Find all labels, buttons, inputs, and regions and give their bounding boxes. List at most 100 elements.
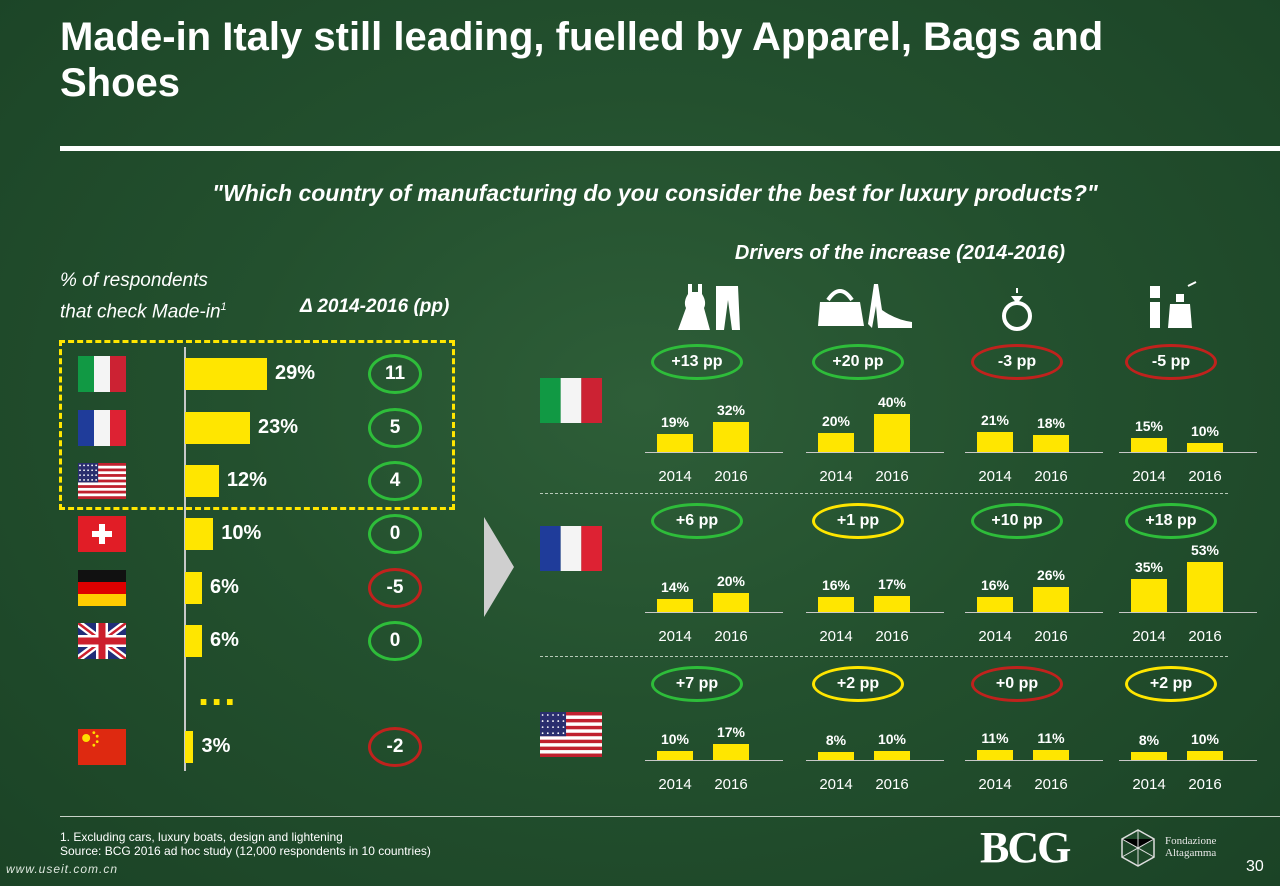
survey-question: "Which country of manufacturing do you c… bbox=[212, 180, 1098, 206]
pp-badge-usa-0: +7 pp bbox=[651, 666, 743, 702]
top-three-highlight bbox=[59, 340, 455, 510]
year-label-france-3-2016: 2016 bbox=[1188, 628, 1222, 645]
baseline-italy-0 bbox=[645, 452, 783, 453]
flag-usa bbox=[78, 463, 126, 499]
baseline-france-2 bbox=[965, 612, 1103, 613]
altagamma-logo-text: Fondazione Altagamma bbox=[1165, 835, 1216, 859]
value-label-italy-1-2014: 20% bbox=[821, 413, 851, 430]
year-label-italy-2-2014: 2014 bbox=[978, 468, 1012, 485]
value-label-france-3-2014: 35% bbox=[1134, 558, 1164, 575]
bar-france-1-2014 bbox=[818, 596, 854, 612]
flag-china bbox=[78, 729, 126, 765]
baseline-italy-2 bbox=[965, 452, 1103, 453]
bar-france-3-2014 bbox=[1131, 578, 1167, 612]
footnote-marker: 1 bbox=[220, 301, 227, 313]
year-label-usa-1-2014: 2014 bbox=[819, 776, 853, 793]
footnote-exclusions: 1. Excluding cars, luxury boats, design … bbox=[60, 830, 343, 844]
left-label-line-2: that check Made-in bbox=[60, 301, 221, 323]
year-label-usa-2-2014: 2014 bbox=[978, 776, 1012, 793]
bar-france-3-2016 bbox=[1187, 562, 1223, 612]
bar-label-uk: 6% bbox=[209, 629, 239, 651]
ring-icon bbox=[1002, 288, 1032, 331]
value-label-france-2-2016: 26% bbox=[1036, 567, 1066, 584]
bar-label-usa: 12% bbox=[226, 469, 267, 491]
pp-badge-france-2: +10 pp bbox=[971, 503, 1063, 539]
pp-badge-france-1: +1 pp bbox=[812, 503, 904, 539]
bar-usa-2-2014 bbox=[977, 749, 1013, 760]
bar-switzerland bbox=[185, 518, 214, 550]
cosmetics-icon bbox=[1150, 281, 1197, 328]
value-label-france-1-2014: 16% bbox=[821, 576, 851, 593]
value-label-france-0-2016: 20% bbox=[716, 573, 746, 590]
value-label-france-1-2016: 17% bbox=[877, 575, 907, 592]
value-label-france-0-2014: 14% bbox=[660, 578, 690, 595]
bar-usa-0-2016 bbox=[713, 743, 749, 760]
bcg-logo: BCG bbox=[980, 823, 1071, 872]
bar-germany bbox=[185, 572, 202, 604]
bar-france-2-2016 bbox=[1033, 587, 1069, 612]
bar-france-0-2014 bbox=[657, 598, 693, 612]
bar-france-1-2016 bbox=[874, 595, 910, 612]
value-label-usa-1-2014: 8% bbox=[825, 732, 847, 749]
value-label-italy-0-2016: 32% bbox=[716, 401, 746, 418]
year-label-france-1-2016: 2016 bbox=[875, 628, 909, 645]
year-label-usa-0-2014: 2014 bbox=[658, 776, 692, 793]
value-label-italy-3-2014: 15% bbox=[1134, 417, 1164, 434]
baseline-france-3 bbox=[1119, 612, 1257, 613]
delta-badge-germany: -5 bbox=[368, 568, 422, 608]
year-label-usa-3-2016: 2016 bbox=[1188, 776, 1222, 793]
value-label-usa-0-2016: 17% bbox=[716, 723, 746, 740]
drivers-flag-italy bbox=[540, 378, 602, 423]
bar-usa-3-2016 bbox=[1187, 750, 1223, 760]
value-label-italy-2-2014: 21% bbox=[980, 412, 1010, 429]
bar-label-switzerland: 10% bbox=[221, 522, 262, 544]
year-label-italy-1-2014: 2014 bbox=[819, 468, 853, 485]
bar-france-2-2014 bbox=[977, 596, 1013, 612]
bar-label-italy: 29% bbox=[275, 362, 316, 384]
bar-uk bbox=[185, 625, 202, 657]
delta-badge-china: -2 bbox=[368, 727, 422, 767]
year-label-usa-3-2014: 2014 bbox=[1132, 776, 1166, 793]
year-label-usa-2-2016: 2016 bbox=[1034, 776, 1068, 793]
bar-italy-3-2014 bbox=[1131, 437, 1167, 452]
baseline-usa-2 bbox=[965, 760, 1103, 761]
year-label-usa-0-2016: 2016 bbox=[714, 776, 748, 793]
pp-badge-italy-1: +20 pp bbox=[812, 344, 904, 380]
baseline-italy-1 bbox=[806, 452, 944, 453]
altagamma-logo-icon bbox=[1121, 829, 1155, 867]
row-separator-2 bbox=[540, 656, 1228, 657]
footer-divider bbox=[60, 816, 1280, 817]
pp-badge-usa-2: +0 pp bbox=[971, 666, 1063, 702]
bar-italy-1-2016 bbox=[874, 414, 910, 452]
bar-usa bbox=[185, 465, 219, 497]
flag-switzerland bbox=[78, 516, 126, 552]
delta-badge-italy: 11 bbox=[368, 354, 422, 394]
pp-badge-italy-3: -5 pp bbox=[1125, 344, 1217, 380]
year-label-usa-1-2016: 2016 bbox=[875, 776, 909, 793]
delta-badge-france: 5 bbox=[368, 408, 422, 448]
footnotes: 1. Excluding cars, luxury boats, design … bbox=[60, 830, 431, 858]
value-label-usa-1-2016: 10% bbox=[877, 730, 907, 747]
bar-label-france: 23% bbox=[258, 416, 299, 438]
value-label-italy-1-2016: 40% bbox=[877, 394, 907, 411]
bar-usa-0-2014 bbox=[657, 750, 693, 760]
ellipsis: ... bbox=[198, 670, 238, 714]
pp-badge-usa-1: +2 pp bbox=[812, 666, 904, 702]
baseline-usa-1 bbox=[806, 760, 944, 761]
year-label-italy-0-2014: 2014 bbox=[658, 468, 692, 485]
watermark: www.useit.com.cn bbox=[6, 862, 119, 876]
value-label-usa-2-2016: 11% bbox=[1037, 729, 1065, 746]
value-label-usa-3-2016: 10% bbox=[1190, 730, 1220, 747]
year-label-france-2-2014: 2014 bbox=[978, 628, 1012, 645]
drivers-title: Drivers of the increase (2014-2016) bbox=[734, 242, 1066, 264]
year-label-france-0-2014: 2014 bbox=[658, 628, 692, 645]
value-label-usa-2-2014: 11% bbox=[981, 729, 1009, 746]
altagamma-line-2: Altagamma bbox=[1165, 847, 1217, 859]
value-label-italy-0-2014: 19% bbox=[660, 414, 690, 431]
bar-usa-3-2014 bbox=[1131, 752, 1167, 760]
footnote-source: Source: BCG 2016 ad hoc study (12,000 re… bbox=[60, 844, 431, 858]
year-label-italy-0-2016: 2016 bbox=[714, 468, 748, 485]
title-divider bbox=[60, 146, 1280, 151]
year-label-france-2-2016: 2016 bbox=[1034, 628, 1068, 645]
bar-italy-2-2016 bbox=[1033, 435, 1069, 452]
